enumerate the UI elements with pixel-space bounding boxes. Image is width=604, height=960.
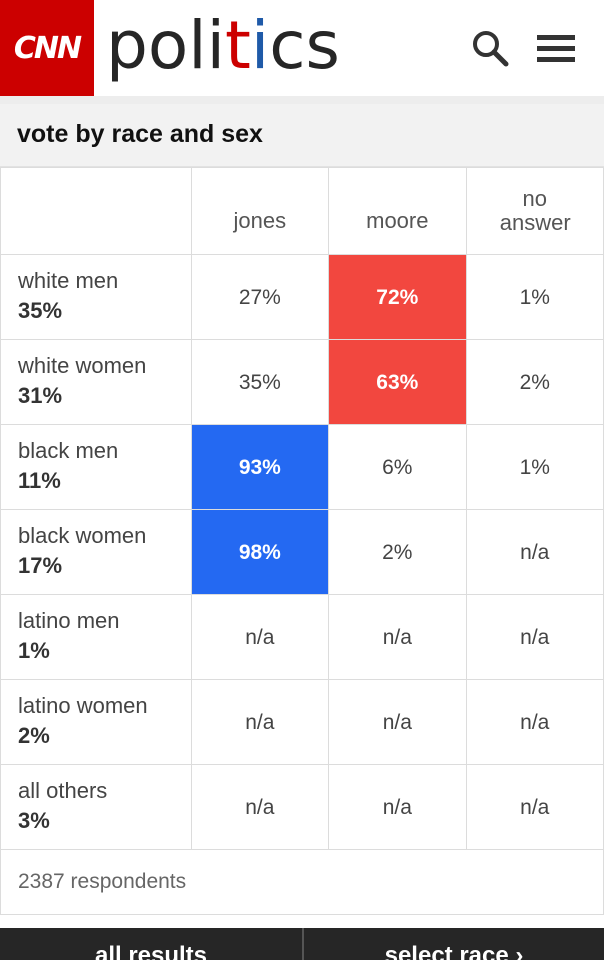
cell-value: 63% [376, 371, 419, 394]
all-results-button[interactable]: all results [0, 928, 304, 960]
spacer [0, 918, 604, 928]
section-header: vote by race and sex [0, 104, 604, 167]
brand-letter-i: i [250, 7, 270, 84]
row-label: white men 35% [0, 254, 192, 340]
cell-jones: 35% [190, 339, 330, 425]
cell-value: n/a [245, 626, 275, 649]
cell-value: 35% [238, 371, 281, 394]
table-row: black men 11% 93% 6% 1% [0, 424, 604, 510]
table-row: white men 35% 27% 72% 1% [0, 254, 604, 340]
cell-moore: n/a [328, 679, 467, 765]
table-row: all others 3% n/a n/a n/a [0, 764, 604, 850]
cell-jones: n/a [190, 679, 330, 765]
bottom-nav-bar: all results select race › [0, 928, 604, 960]
cell-no-answer: n/a [465, 679, 604, 765]
search-icon[interactable] [470, 28, 510, 68]
site-header: CNN politics [0, 0, 604, 96]
hamburger-menu-icon[interactable] [536, 28, 576, 68]
cell-no-answer: n/a [465, 509, 604, 595]
cell-value: 98% [238, 541, 281, 564]
select-race-button[interactable]: select race › [384, 942, 524, 960]
respondents-count: 2387 respondents [0, 849, 604, 915]
row-name: latino men [18, 608, 120, 633]
cell-value: 2% [519, 371, 550, 394]
header-blank [0, 167, 192, 255]
cell-value: 1% [519, 286, 550, 309]
table-row: black women 17% 98% 2% n/a [0, 509, 604, 595]
header-jones-label: jones [233, 208, 287, 233]
cell-moore-winner: 63% [328, 339, 467, 425]
cell-moore: 2% [328, 509, 467, 595]
section-brand[interactable]: politics [106, 6, 340, 86]
cell-jones: n/a [190, 594, 330, 680]
row-label: all others 3% [0, 764, 192, 850]
cell-value: n/a [520, 541, 550, 564]
cell-value: n/a [382, 626, 412, 649]
cell-value: n/a [245, 711, 275, 734]
cell-value: 2% [382, 541, 413, 564]
header-moore: moore [328, 167, 467, 255]
table-header-row: jones moore no answer [0, 167, 604, 255]
brand-suffix: cs [269, 7, 340, 84]
row-name: all others [18, 778, 108, 803]
row-share: 3% [18, 808, 50, 833]
row-share: 17% [18, 553, 63, 578]
cell-value: n/a [520, 711, 550, 734]
cell-value: n/a [382, 796, 412, 819]
section-title: vote by race and sex [17, 120, 263, 148]
cell-jones-winner: 98% [190, 509, 330, 595]
cell-value: n/a [382, 711, 412, 734]
cell-no-answer: 1% [465, 254, 604, 340]
cell-moore: n/a [328, 764, 467, 850]
header-divider [0, 96, 604, 104]
cell-jones: 27% [190, 254, 330, 340]
cell-jones-winner: 93% [190, 424, 330, 510]
row-label: latino women 2% [0, 679, 192, 765]
row-share: 35% [18, 298, 63, 323]
header-jones: jones [190, 167, 330, 255]
row-share: 11% [18, 468, 61, 493]
cell-moore: 6% [328, 424, 467, 510]
row-name: white men [18, 268, 119, 293]
row-share: 31% [18, 383, 63, 408]
cell-moore: n/a [328, 594, 467, 680]
brand-prefix: poli [106, 7, 225, 84]
cell-no-answer: 2% [465, 339, 604, 425]
header-moore-label: moore [366, 208, 429, 233]
row-label: white women 31% [0, 339, 192, 425]
results-table: jones moore no answer white men 35% 27% 7… [0, 167, 604, 915]
cnn-logo[interactable]: CNN [0, 0, 94, 96]
table-row: latino women 2% n/a n/a n/a [0, 679, 604, 765]
row-name: white women [18, 353, 147, 378]
header-no-answer: no answer [465, 167, 604, 255]
cell-no-answer: n/a [465, 594, 604, 680]
cell-value: n/a [245, 796, 275, 819]
cell-value: 6% [382, 456, 413, 479]
cell-no-answer: n/a [465, 764, 604, 850]
table-row: latino men 1% n/a n/a n/a [0, 594, 604, 680]
row-share: 2% [18, 723, 50, 748]
row-share: 1% [18, 638, 50, 663]
row-name: black men [18, 438, 119, 463]
cell-value: n/a [520, 626, 550, 649]
cell-value: 1% [519, 456, 550, 479]
cell-value: 93% [238, 456, 281, 479]
cell-moore-winner: 72% [328, 254, 467, 340]
cell-value: 27% [238, 286, 281, 309]
cnn-logo-text: CNN [13, 30, 82, 66]
cell-jones: n/a [190, 764, 330, 850]
row-name: black women [18, 523, 147, 548]
brand-letter-t: t [224, 7, 251, 84]
row-label: latino men 1% [0, 594, 192, 680]
header-no-answer-label: no answer [499, 186, 571, 235]
row-label: black women 17% [0, 509, 192, 595]
cell-no-answer: 1% [465, 424, 604, 510]
cell-value: 72% [376, 286, 419, 309]
cell-value: n/a [520, 796, 550, 819]
row-name: latino women [18, 693, 148, 718]
respondents-row: 2387 respondents [0, 849, 604, 915]
row-label: black men 11% [0, 424, 192, 510]
table-row: white women 31% 35% 63% 2% [0, 339, 604, 425]
